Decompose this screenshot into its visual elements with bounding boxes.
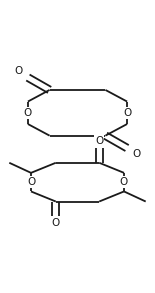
Text: O: O xyxy=(132,149,141,159)
Text: O: O xyxy=(24,108,32,118)
Text: O: O xyxy=(120,177,128,187)
Text: O: O xyxy=(95,136,103,146)
Text: O: O xyxy=(123,108,131,118)
Text: O: O xyxy=(52,218,60,228)
Text: O: O xyxy=(14,66,23,76)
Text: O: O xyxy=(27,177,35,187)
